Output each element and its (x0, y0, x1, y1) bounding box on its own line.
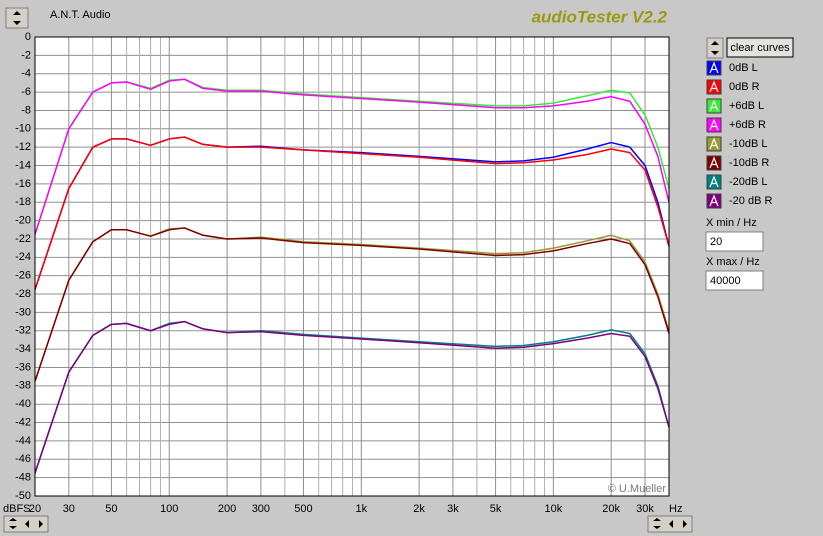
x-tick-label: 200 (218, 503, 236, 515)
y-tick-label: -28 (15, 288, 31, 300)
y-tick-label: -34 (15, 343, 31, 355)
curve (34, 136, 670, 290)
y-tick-label: -48 (15, 472, 31, 484)
legend-label[interactable]: -10dB L (729, 138, 768, 150)
xmin-label: X min / Hz (706, 217, 757, 229)
y-tick-label: -22 (15, 233, 31, 245)
x-tick-label: 50 (105, 503, 117, 515)
clear-button[interactable] (726, 37, 794, 58)
y-tick-label: -18 (15, 196, 31, 208)
legend-entry[interactable]: -10dB R (706, 155, 769, 171)
bottom-controls[interactable] (3, 515, 693, 533)
legend-icon[interactable] (709, 61, 719, 74)
y-tick-label: -20 (15, 215, 31, 227)
legend-icon[interactable] (709, 99, 719, 112)
x-tick-label: 500 (294, 503, 312, 515)
y-tick-label: 0 (25, 31, 31, 43)
curve (34, 227, 670, 382)
y-tick-label: -24 (15, 251, 31, 263)
legend-label[interactable]: -20 dB R (729, 195, 772, 207)
y-tick-label: -4 (21, 68, 31, 80)
xmax-input[interactable] (705, 270, 764, 291)
y-tick-label: -6 (21, 86, 31, 98)
y-tick-label: -44 (15, 435, 31, 447)
y-tick-label: -46 (15, 453, 31, 465)
x-tick-label: 2k (413, 503, 425, 515)
copyright: © U.Mueller (608, 483, 667, 495)
legend-entry[interactable]: -10dB L (706, 136, 768, 152)
xmin-value[interactable]: 20 (710, 236, 722, 248)
y-tick-label: -32 (15, 325, 31, 337)
xmax-value[interactable]: 40000 (710, 275, 741, 287)
x-tick-label: 30k (636, 503, 654, 515)
legend-icon[interactable] (709, 137, 719, 150)
legend-entry[interactable]: +6dB R (706, 117, 766, 133)
legend-icon[interactable] (709, 194, 719, 207)
y-tick-label: -2 (21, 49, 31, 61)
y-axis-label: dBFS (3, 503, 31, 515)
x-tick-label: 10k (544, 503, 562, 515)
xmax-label: X max / Hz (706, 256, 760, 268)
legend-entry[interactable]: +6dB L (706, 98, 764, 114)
y-tick-label: -40 (15, 398, 31, 410)
curve-spinner[interactable] (706, 37, 724, 59)
y-tick-label: -16 (15, 178, 31, 190)
y-tick-label: -14 (15, 159, 31, 171)
brand: A.N.T. Audio (50, 9, 111, 21)
x-tick-label: 300 (252, 503, 270, 515)
x-tick-label: 5k (490, 503, 502, 515)
plot-border (34, 36, 670, 497)
clear-button-label[interactable]: clear curves (730, 42, 790, 54)
y-tick-label: -12 (15, 141, 31, 153)
legend-entry[interactable]: -20 dB R (706, 193, 772, 209)
x-tick-label: 30 (63, 503, 75, 515)
x-axis-label: Hz (669, 503, 682, 515)
xmin-input[interactable] (705, 231, 764, 252)
legend-entry[interactable]: 0dB R (706, 79, 760, 95)
y-tick-label: -26 (15, 270, 31, 282)
y-tick-label: -36 (15, 361, 31, 373)
legend-label[interactable]: 0dB R (729, 81, 760, 93)
x-tick-label: 3k (447, 503, 459, 515)
legend-label[interactable]: -10dB R (729, 157, 769, 169)
spinner[interactable] (5, 7, 29, 29)
x-tick-label: 100 (160, 503, 178, 515)
legend-icon[interactable] (709, 156, 719, 169)
y-tick-label: -30 (15, 306, 31, 318)
legend-icon[interactable] (709, 80, 719, 93)
legend-label[interactable]: +6dB R (729, 119, 766, 131)
legend-label[interactable]: 0dB L (729, 62, 758, 74)
y-tick-label: -8 (21, 104, 31, 116)
legend-icon[interactable] (709, 118, 719, 131)
y-tick-label: -50 (15, 490, 31, 502)
legend-icon[interactable] (709, 175, 719, 188)
y-tick-label: -38 (15, 380, 31, 392)
y-tick-label: -42 (15, 416, 31, 428)
chart-title: audioTester V2.2 (532, 7, 668, 26)
legend-label[interactable]: +6dB L (729, 100, 764, 112)
curve (34, 78, 670, 235)
x-tick-label: 20k (602, 503, 620, 515)
curve (34, 320, 670, 474)
legend-label[interactable]: -20dB L (729, 176, 768, 188)
y-tick-label: -10 (15, 123, 31, 135)
legend-entry[interactable]: -20dB L (706, 174, 768, 190)
legend-entry[interactable]: 0dB L (706, 60, 758, 76)
x-tick-label: 20 (29, 503, 41, 515)
plot-area (35, 37, 669, 496)
x-tick-label: 1k (355, 503, 367, 515)
